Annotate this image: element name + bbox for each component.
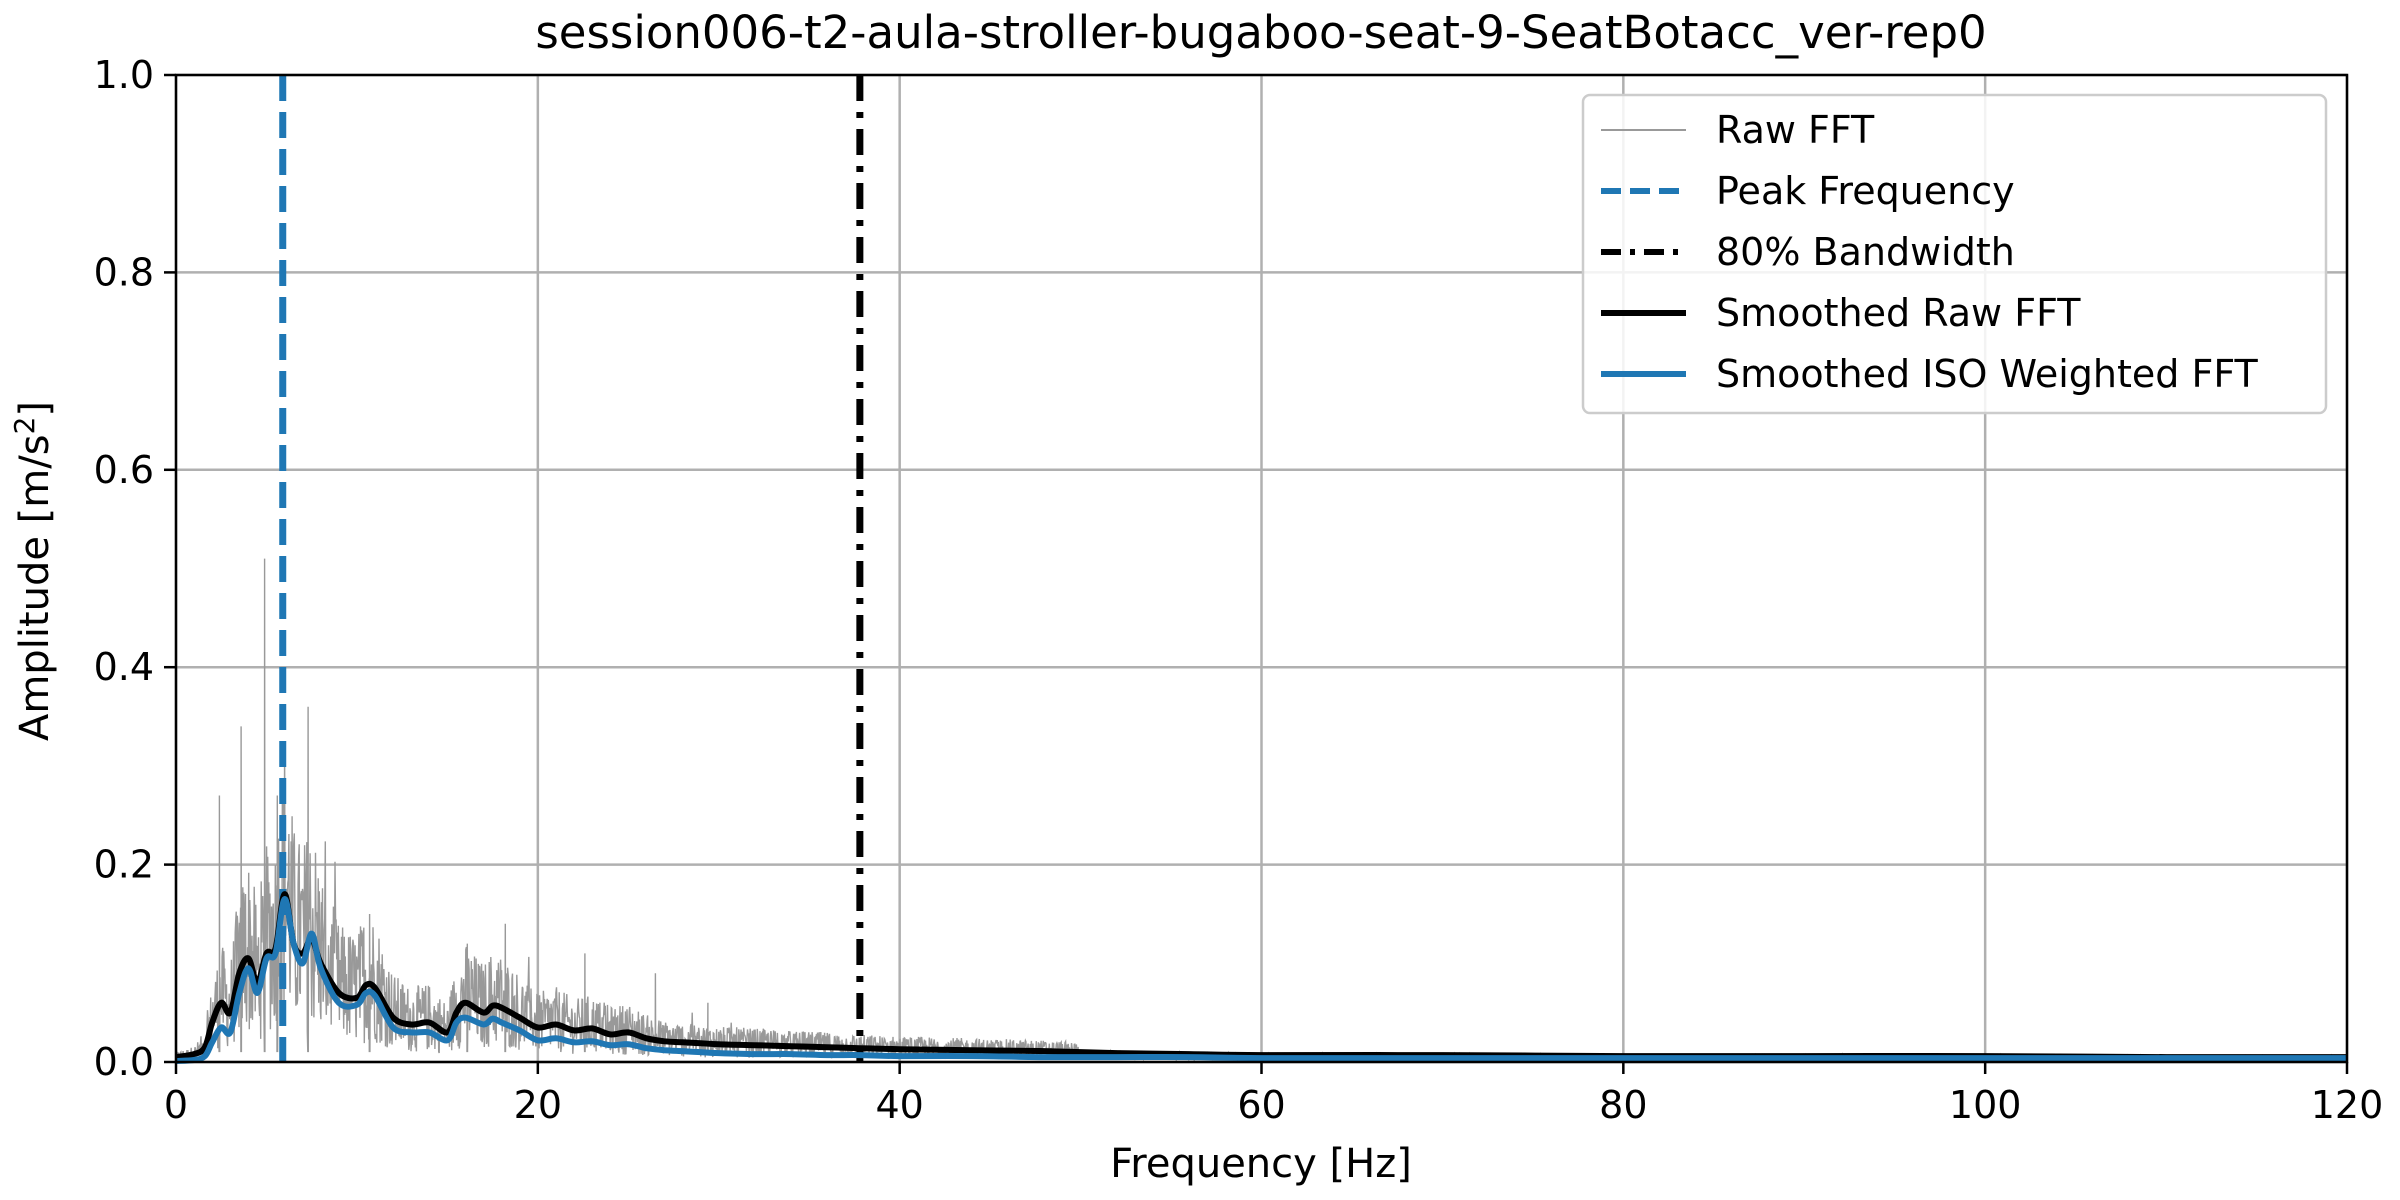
y-axis-label: Amplitude [m/s2] <box>8 401 58 741</box>
y-axis-label-superscript: 2 <box>8 417 41 435</box>
smoothed-iso-weighted-fft-line <box>175 896 2347 1064</box>
reference-lines <box>279 75 864 1062</box>
y-tick-label: 0.4 <box>94 645 154 689</box>
y-axis-label-end: ] <box>12 401 58 417</box>
x-tick-label: 20 <box>514 1083 562 1127</box>
x-tick-label: 100 <box>1949 1083 2022 1127</box>
x-tick-label: 40 <box>875 1083 923 1127</box>
y-tick-label: 1.0 <box>94 53 154 97</box>
y-axis-ticks: 0.0 0.2 0.4 0.6 0.8 1.0 <box>94 53 176 1084</box>
legend-label: Smoothed Raw FFT <box>1716 291 2081 335</box>
y-tick-label: 0.2 <box>94 843 154 887</box>
y-tick-label: 0.0 <box>94 1040 154 1084</box>
legend-label: Smoothed ISO Weighted FFT <box>1716 352 2259 396</box>
y-axis-label-main: Amplitude [m/s <box>12 434 58 741</box>
smoothed-series <box>175 891 2348 1064</box>
chart-title: session006-t2-aula-stroller-bugaboo-seat… <box>535 6 1986 59</box>
x-tick-label: 60 <box>1237 1083 1285 1127</box>
legend-label: Peak Frequency <box>1716 169 2015 213</box>
x-tick-label: 120 <box>2311 1083 2384 1127</box>
legend: Raw FFT Peak Frequency 80% Bandwidth Smooth… <box>1581 93 2328 415</box>
legend-label: Raw FFT <box>1716 108 1875 152</box>
x-tick-label: 80 <box>1599 1083 1647 1127</box>
y-tick-label: 0.6 <box>94 448 154 492</box>
legend-box <box>1581 93 2328 415</box>
x-axis-label: Frequency [Hz] <box>1110 1141 1412 1187</box>
legend-label: 80% Bandwidth <box>1716 230 2015 274</box>
y-tick-label: 0.8 <box>94 250 154 294</box>
x-axis-ticks: 0 20 40 60 80 100 120 <box>164 1062 2383 1127</box>
x-tick-label: 0 <box>164 1083 188 1127</box>
